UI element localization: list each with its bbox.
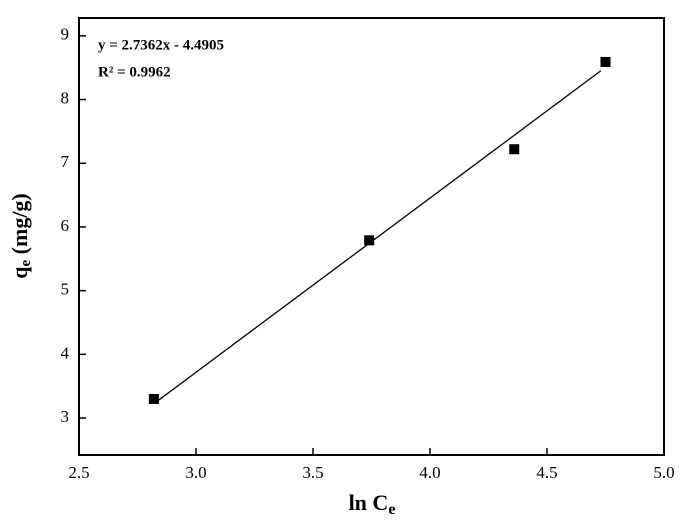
fit-line bbox=[158, 70, 602, 401]
x-tick-label: 3.5 bbox=[302, 463, 323, 482]
y-tick-label: 3 bbox=[61, 407, 70, 426]
y-tick-label: 4 bbox=[61, 343, 70, 362]
y-label-sub: e bbox=[18, 260, 34, 267]
y-tick-label: 9 bbox=[61, 25, 70, 44]
x-axis-label: ln Ce bbox=[349, 490, 396, 518]
x-tick-label: 4.5 bbox=[536, 463, 557, 482]
y-tick-label: 5 bbox=[61, 280, 70, 299]
x-tick-label: 2.5 bbox=[68, 463, 89, 482]
x-label-sub: e bbox=[388, 501, 395, 518]
point bbox=[148, 393, 159, 404]
y-label-main: q bbox=[7, 266, 32, 279]
x-tick-label: 3.0 bbox=[185, 463, 206, 482]
x-tick-label: 5.0 bbox=[653, 463, 674, 482]
y-tick-label: 7 bbox=[61, 152, 70, 171]
point bbox=[509, 144, 520, 155]
y-axis-label: qe (mg/g) bbox=[7, 193, 34, 279]
plot-frame bbox=[78, 17, 665, 456]
annotation: y = 2.7362x - 4.4905 bbox=[98, 37, 224, 53]
point bbox=[600, 56, 611, 67]
y-tick-label: 6 bbox=[61, 216, 70, 235]
point bbox=[364, 235, 375, 246]
annotation: R² = 0.9962 bbox=[98, 64, 171, 80]
x-label-main: ln C bbox=[349, 490, 389, 515]
x-tick-label: 4.0 bbox=[419, 463, 440, 482]
y-tick-label: 8 bbox=[61, 88, 70, 107]
y-label-unit: (mg/g) bbox=[7, 193, 32, 260]
